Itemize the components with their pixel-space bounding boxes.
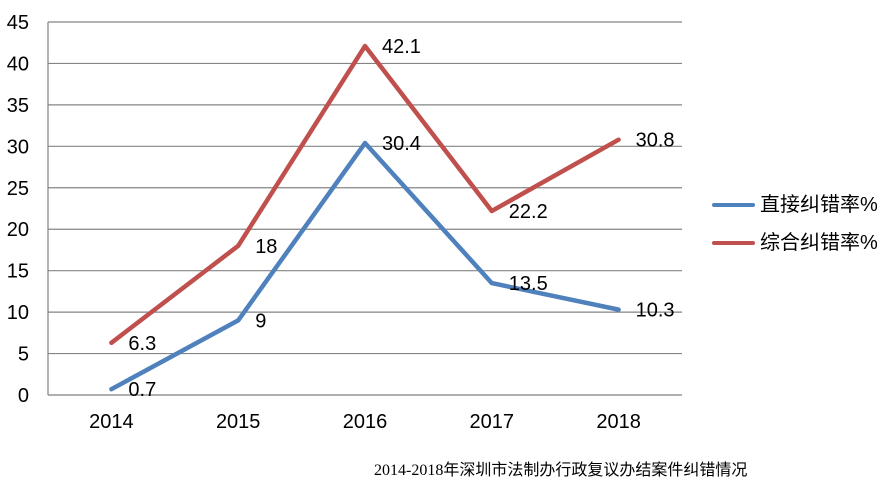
x-axis-tick-label: 2018 [596,411,641,433]
y-axis-tick-label: 25 [7,178,29,200]
x-axis-tick-label: 2015 [216,411,261,433]
series-line-0 [109,140,621,392]
chart-legend: 直接纠错率% 综合纠错率% [712,193,878,269]
y-axis-tick-label: 35 [7,95,29,117]
legend-label: 综合纠错率% [760,232,878,254]
data-label-series0: 0.7 [128,379,156,401]
y-axis-tick-label: 30 [7,136,29,158]
x-axis-tick-label: 2014 [89,411,134,433]
data-label-series0: 13.5 [509,273,548,295]
data-label-series0: 10.3 [636,300,675,322]
data-label-series1: 42.1 [382,36,421,58]
data-label-series1: 30.8 [636,130,675,152]
data-label-series1: 22.2 [509,201,548,223]
data-label-series0: 9 [255,310,266,332]
legend-label: 直接纠错率% [760,194,878,216]
y-axis-tick-label: 20 [7,219,29,241]
series-line-1 [109,43,621,346]
y-axis-tick-label: 45 [7,12,29,34]
y-axis-tick-label: 5 [18,344,29,366]
legend-entry-0: 直接纠错率% [712,193,878,217]
x-axis-tick-label: 2016 [343,411,388,433]
data-label-series1: 6.3 [128,333,156,355]
data-label-series1: 18 [255,236,277,258]
y-axis-tick-label: 0 [18,385,29,407]
legend-line-swatch [712,241,755,245]
data-label-series0: 30.4 [382,133,421,155]
legend-entry-1: 综合纠错率% [712,231,878,255]
y-axis-tick-label: 10 [7,302,29,324]
x-axis-tick-label: 2017 [470,411,515,433]
y-axis-tick-label: 40 [7,53,29,75]
y-axis-tick-label: 15 [7,261,29,283]
legend-line-swatch [712,203,755,207]
chart-title: 2014-2018年深圳市法制办行政复议办结案件纠错情况 [374,462,748,479]
